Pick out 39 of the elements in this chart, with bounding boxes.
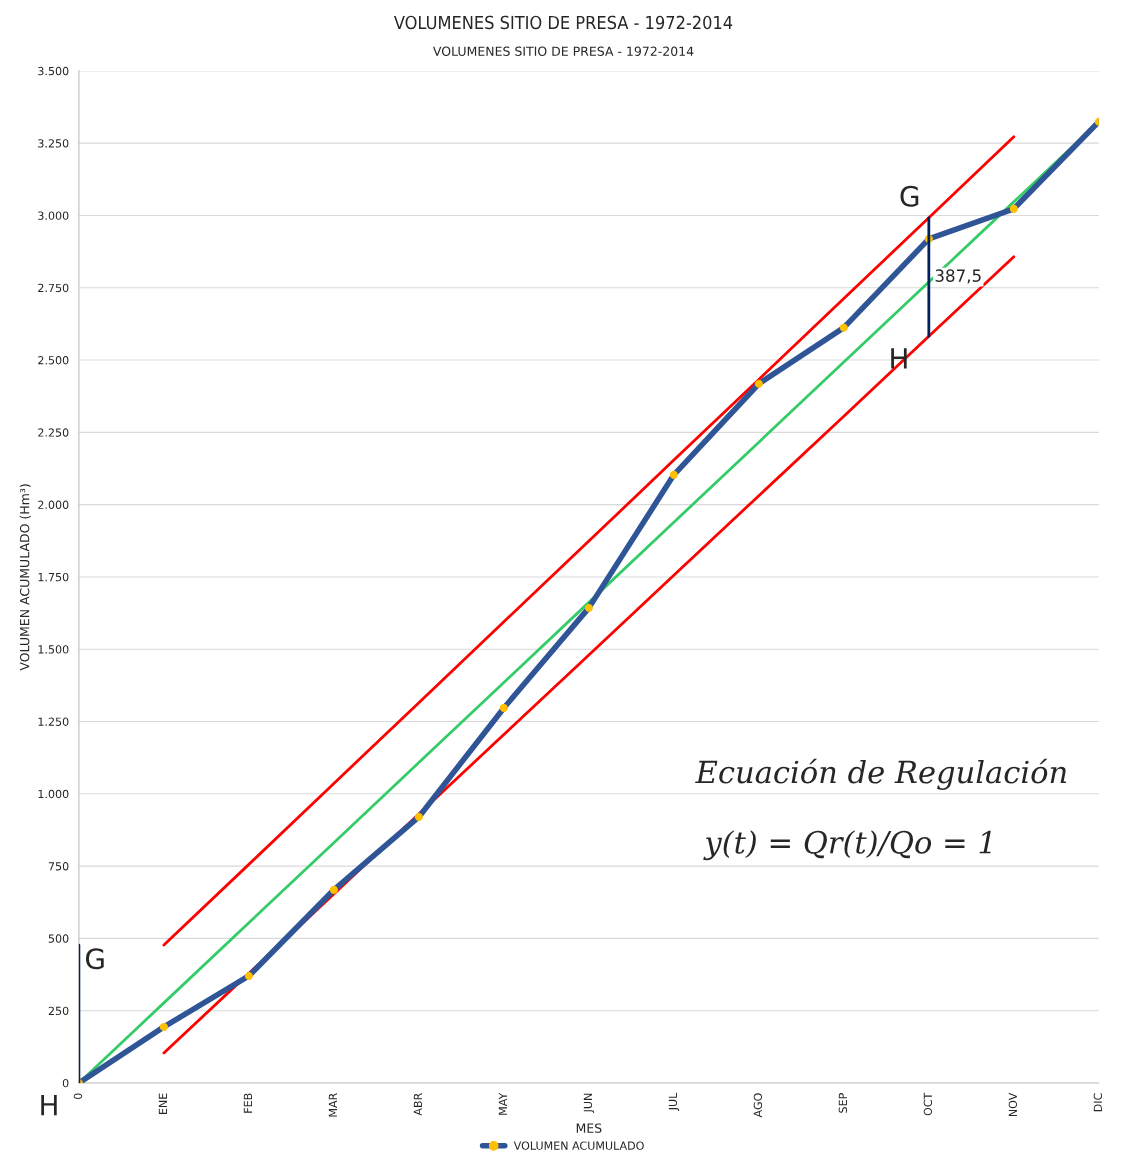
annotation: y(t) = Qr(t)/Qo = 1 [703,830,991,861]
x-tick-label: NOV [1008,1092,1018,1117]
x-tick-label: JUN [583,1093,595,1113]
x-tick-label: JUL [668,1092,680,1111]
y-tick-label: 1.750 [38,572,69,582]
y-tick-label: 250 [48,1006,69,1016]
y-tick-label: 1.000 [38,789,69,799]
y-tick-label: 2.500 [38,356,69,365]
y-tick-label: 2.000 [38,500,69,510]
x-tick-label: OCT [923,1092,933,1116]
x-tick-label: AGO [753,1093,763,1118]
x-tick-label: SEP [838,1093,848,1113]
annotation: 387,5 [935,269,981,284]
y-tick-label: 500 [48,934,69,943]
y-tick-label: 750 [48,862,69,871]
text: H [41,1094,57,1116]
chart-subtitle: VOLUMENES SITIO DE PRESA - 1972-2014 [393,15,733,30]
x-tick-label: MAR [328,1093,337,1117]
y-tick-label: 3.000 [38,211,69,220]
x-tick-label: DIC [1093,1093,1103,1112]
x-tick-label: ENE [158,1093,167,1114]
y-tick-label: 2.750 [38,283,69,293]
y-tick-label: 1.250 [38,717,69,726]
y-tick-label: 3.500 [38,66,69,76]
y-tick-label: 0 [62,1078,69,1088]
y-tick-label: 2.250 [38,428,69,437]
annotation: G [86,948,104,970]
x-tick-label: MAY [498,1092,507,1115]
y-tick-label: 1.500 [38,645,69,654]
y-axis-title: VOLUMEN ACUMULADO (Hm³) [19,484,31,671]
legend-label: VOLUMEN ACUMULADO [513,1141,644,1150]
annotation: G [900,185,919,207]
x-axis-title: MES [576,1123,602,1133]
x-tick-label: ABR [413,1093,422,1116]
x-tick-label: FEB [243,1093,252,1113]
annotation: Ecuación de Regulación [695,758,1067,790]
y-tick-label: 3.250 [38,139,69,148]
x-tick-label: 0 [73,1093,83,1100]
chart-title: VOLUMENES SITIO DE PRESA - 1972-2014 [433,46,694,56]
